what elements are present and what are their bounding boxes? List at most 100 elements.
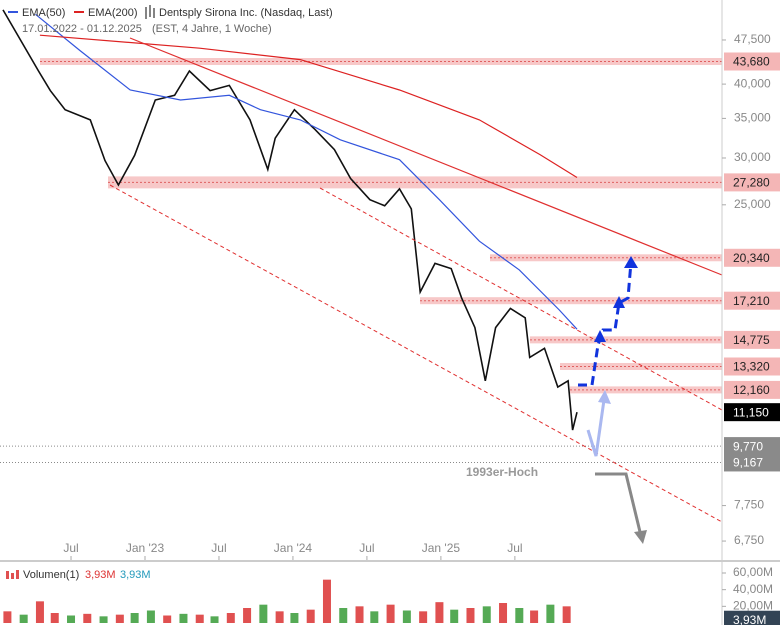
volume-bar xyxy=(435,602,444,623)
volume-bar xyxy=(275,611,284,623)
y-tick-label: 25,000 xyxy=(734,197,771,211)
legend-label: EMA(200) xyxy=(88,7,138,19)
marker-box xyxy=(724,437,780,456)
volume-bar xyxy=(515,608,524,623)
level-zone xyxy=(420,297,722,305)
volume-bar xyxy=(226,613,235,623)
period: (EST, 4 Jahre, 1 Woche) xyxy=(152,23,272,35)
volume-bar xyxy=(67,615,76,623)
price-line xyxy=(39,34,578,179)
volume-last-box xyxy=(724,610,780,625)
y-tick-label: 40,000 xyxy=(734,76,771,90)
volume-bar xyxy=(339,608,348,623)
marker-label: 9,167 xyxy=(733,456,763,470)
plot-layer xyxy=(0,9,722,463)
marker-box xyxy=(724,403,780,422)
arrow-head xyxy=(598,390,611,404)
candle-icon xyxy=(145,5,155,19)
volume-bar xyxy=(562,606,571,623)
x-tick-label: Jan '24 xyxy=(274,541,313,555)
x-tick-label: Jul xyxy=(507,541,522,555)
volume-last-label: 3,93M xyxy=(733,613,766,625)
volume-bar xyxy=(210,616,219,623)
volume-bar xyxy=(499,603,508,623)
y-tick-label: 7,750 xyxy=(734,498,764,512)
date-range: 17.01.2022 - 01.12.2025 xyxy=(22,23,142,35)
volume-bar xyxy=(386,604,395,623)
volume-bar xyxy=(146,610,155,623)
volume-legend: Volumen(1) xyxy=(23,569,79,581)
volume-bar xyxy=(419,611,428,623)
level-label-box xyxy=(724,357,780,376)
volume-legend-value: 3,93M xyxy=(120,569,151,581)
volume-bar xyxy=(243,608,252,623)
x-tick-label: Jul xyxy=(63,541,78,555)
volume-bar xyxy=(259,604,268,623)
price-line xyxy=(35,13,578,330)
volume-bar xyxy=(450,609,459,623)
rebound-arrow xyxy=(586,399,606,457)
volume-bar xyxy=(466,608,475,623)
volume-bar xyxy=(355,606,364,623)
arrow-head xyxy=(613,296,625,308)
level-zone xyxy=(108,176,722,189)
level-label-box xyxy=(724,248,780,267)
y-tick-label: 47,500 xyxy=(734,32,771,46)
volume-bar xyxy=(130,613,139,623)
x-tick-label: Jul xyxy=(211,541,226,555)
annotation: 1993er-Hoch xyxy=(466,465,538,479)
level-label-box xyxy=(724,330,780,349)
volume-bar xyxy=(530,610,539,623)
level-label: 13,320 xyxy=(733,360,770,374)
marker-label: 11,150 xyxy=(733,405,769,419)
marker-label: 9,770 xyxy=(733,439,763,453)
price-line xyxy=(2,9,578,431)
volume-bar xyxy=(546,604,555,623)
volume-tick-label: 40,00M xyxy=(733,582,773,596)
volume-bar xyxy=(3,611,12,623)
level-label-box xyxy=(724,52,780,71)
x-tick-label: Jan '25 xyxy=(422,541,461,555)
level-label: 14,775 xyxy=(733,333,770,347)
volume-icon xyxy=(16,570,19,579)
down-arrow xyxy=(595,472,643,537)
level-label: 43,680 xyxy=(733,55,770,69)
volume-bar xyxy=(99,616,108,623)
channel-lower xyxy=(109,184,723,523)
volume-icon xyxy=(6,571,9,579)
volume-bar xyxy=(179,613,188,623)
volume-bar xyxy=(35,601,44,623)
volume-bar xyxy=(306,609,315,623)
level-label: 17,210 xyxy=(733,294,770,308)
level-label-box xyxy=(724,173,780,192)
volume-bar xyxy=(83,613,92,623)
volume-bar xyxy=(115,614,124,623)
volume-bar xyxy=(19,614,28,623)
volume-bar xyxy=(290,613,299,623)
volume-bar xyxy=(402,610,411,623)
level-label: 20,340 xyxy=(733,251,770,265)
legend-label: Dentsply Sirona Inc. (Nasdaq, Last) xyxy=(159,7,333,19)
arrow-head xyxy=(624,256,638,268)
volume-bar xyxy=(482,606,491,623)
arrow-head xyxy=(594,330,606,342)
marker-box xyxy=(724,453,780,472)
y-tick-label: 35,000 xyxy=(734,111,771,125)
volume-tick-label: 60,00M xyxy=(733,565,773,579)
trend-line xyxy=(129,37,723,276)
volume-bar xyxy=(163,615,172,623)
volume-bar xyxy=(322,579,331,623)
level-label-box xyxy=(724,291,780,310)
level-label: 27,280 xyxy=(733,176,770,190)
y-tick-label: 6,750 xyxy=(734,533,764,547)
level-label-box xyxy=(724,380,780,399)
volume-tick-label: 20,00M xyxy=(733,599,773,613)
level-label: 12,160 xyxy=(733,383,770,397)
volume-bar xyxy=(195,614,204,623)
volume-legend-value: 3,93M xyxy=(85,569,116,581)
projection-arrow xyxy=(578,261,633,387)
volume-bar xyxy=(370,611,379,623)
x-tick-label: Jan '23 xyxy=(126,541,165,555)
